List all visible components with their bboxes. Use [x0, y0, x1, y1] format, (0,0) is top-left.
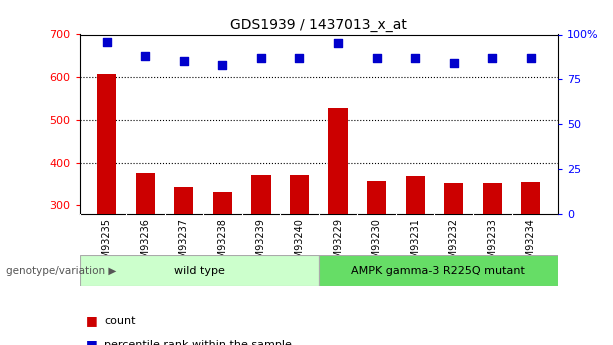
Point [371, 55, 381, 61]
Bar [174, 187, 194, 214]
Text: GSM93235: GSM93235 [102, 218, 112, 271]
Point [526, 55, 536, 61]
Bar [367, 181, 386, 214]
Text: ■: ■ [86, 338, 97, 345]
Bar [329, 108, 348, 214]
Text: GSM93232: GSM93232 [449, 218, 459, 271]
Title: GDS1939 / 1437013_x_at: GDS1939 / 1437013_x_at [230, 18, 407, 32]
FancyBboxPatch shape [319, 255, 558, 286]
Point [487, 55, 497, 61]
Bar [521, 182, 541, 214]
Text: genotype/variation ▶: genotype/variation ▶ [6, 266, 116, 276]
Point [102, 39, 112, 45]
Point [218, 62, 227, 68]
Text: ■: ■ [86, 314, 97, 327]
FancyBboxPatch shape [80, 255, 319, 286]
Point [179, 59, 189, 64]
Bar [135, 173, 155, 214]
Bar [406, 176, 425, 214]
Text: percentile rank within the sample: percentile rank within the sample [104, 340, 292, 345]
Text: GSM93229: GSM93229 [333, 218, 343, 271]
Bar [482, 183, 502, 214]
Point [410, 55, 420, 61]
Point [333, 41, 343, 46]
Point [140, 53, 150, 59]
Text: wild type: wild type [174, 266, 224, 276]
Text: GSM93230: GSM93230 [371, 218, 382, 271]
Bar [444, 183, 463, 214]
Text: GSM93240: GSM93240 [294, 218, 305, 271]
Bar [97, 74, 116, 214]
Text: count: count [104, 316, 135, 326]
Text: GSM93237: GSM93237 [179, 218, 189, 271]
Bar [290, 176, 309, 214]
Text: GSM93238: GSM93238 [218, 218, 227, 271]
Text: GSM93231: GSM93231 [410, 218, 420, 271]
Point [256, 55, 266, 61]
Text: GSM93239: GSM93239 [256, 218, 266, 271]
Text: GSM93236: GSM93236 [140, 218, 150, 271]
Bar [213, 192, 232, 214]
Text: AMPK gamma-3 R225Q mutant: AMPK gamma-3 R225Q mutant [351, 266, 525, 276]
Text: GSM93233: GSM93233 [487, 218, 497, 271]
Bar [251, 176, 270, 214]
Point [295, 55, 305, 61]
Point [449, 60, 459, 66]
Text: GSM93234: GSM93234 [526, 218, 536, 271]
